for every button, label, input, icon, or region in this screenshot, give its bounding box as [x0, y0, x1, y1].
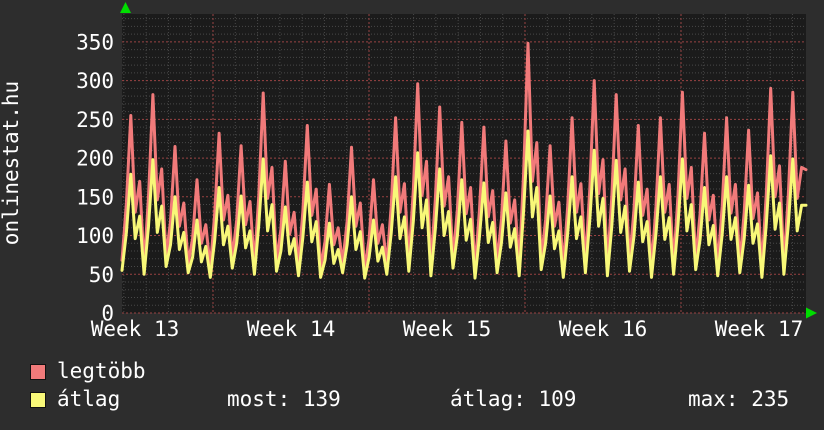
y-axis-tick-label: 0 — [101, 302, 114, 326]
x-axis-tick-label: Week 15 — [403, 317, 492, 341]
y-axis-tick-label: 350 — [76, 30, 114, 54]
stat-max-value: 235 — [751, 387, 790, 411]
series-atlag-line — [120, 129, 808, 280]
stat-max: max: 235 — [688, 389, 789, 410]
legend-label-legtobb: legtöbb — [57, 359, 146, 383]
stat-most-label: most: — [227, 387, 291, 411]
legend-label-atlag: átlag — [57, 387, 121, 411]
y-axis-tick-label: 50 — [89, 263, 114, 287]
y-axis-tick-label: 300 — [76, 69, 114, 93]
y-axis-arrow-icon — [120, 2, 131, 13]
stat-most-value: 139 — [302, 387, 341, 411]
legend-swatch-atlag — [30, 392, 46, 408]
stat-atlag-value: 109 — [538, 387, 577, 411]
chart-plot-area: 0 50 100 150 200 250 300 350 Week 13 Week 14 Week … — [76, 2, 817, 341]
y-axis-tick-label: 250 — [76, 108, 114, 132]
x-axis-arrow-icon — [806, 307, 817, 319]
stat-most: most: 139 — [227, 389, 341, 410]
y-axis-tick-label: 200 — [76, 147, 114, 171]
x-axis-tick-label: Week 16 — [559, 317, 648, 341]
stat-atlag-label: átlag: — [450, 387, 526, 411]
stat-max-label: max: — [688, 387, 739, 411]
x-axis-tick-label: Week 17 — [715, 317, 804, 341]
x-axis-tick-label: Week 13 — [91, 317, 180, 341]
y-axis-tick-label: 150 — [76, 185, 114, 209]
series-legtobb-line — [120, 41, 808, 272]
legend-swatch-legtobb — [30, 364, 46, 380]
x-axis-tick-label: Week 14 — [247, 317, 336, 341]
y-axis-tick-label: 100 — [76, 224, 114, 248]
stat-atlag: átlag: 109 — [450, 389, 576, 410]
chart-svg: 0 50 100 150 200 250 300 350 Week 13 Week 14 Week … — [76, 2, 817, 341]
